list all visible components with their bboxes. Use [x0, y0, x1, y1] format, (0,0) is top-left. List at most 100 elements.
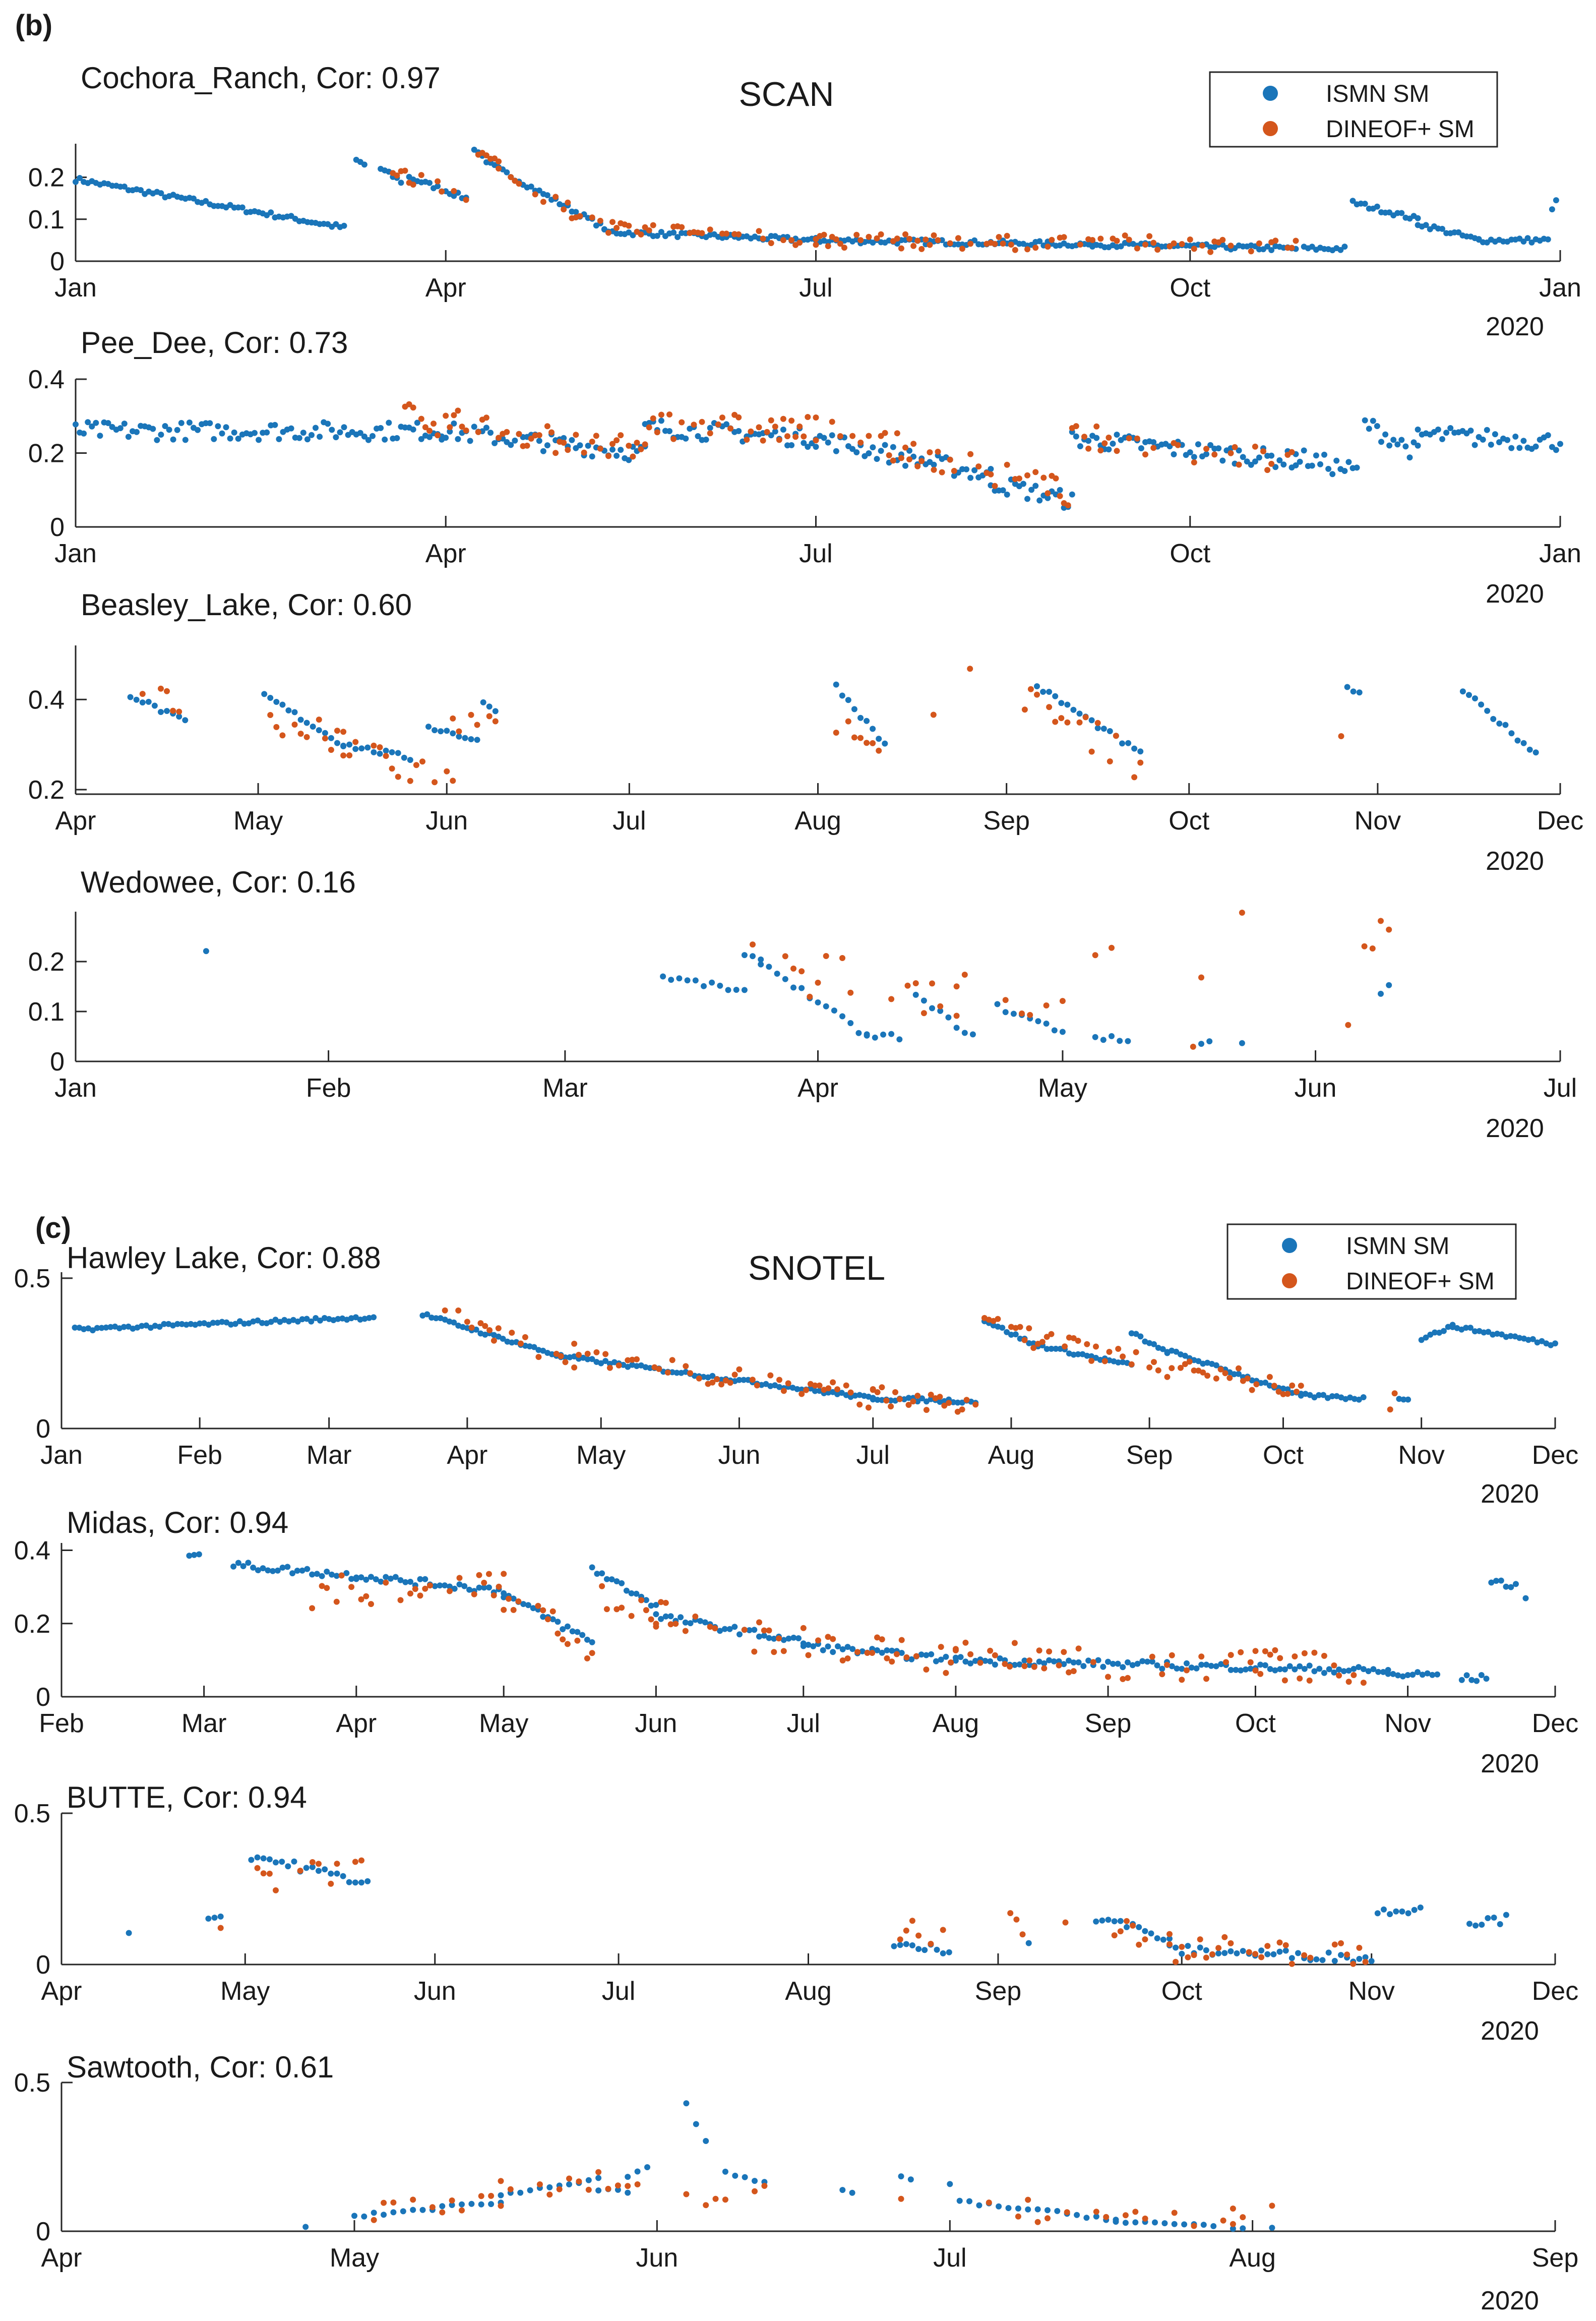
data-point — [1256, 240, 1262, 247]
data-point — [316, 1861, 322, 1867]
data-point — [1381, 1906, 1387, 1913]
data-point — [1356, 1664, 1362, 1671]
data-point — [1466, 1921, 1472, 1927]
data-point — [1019, 1010, 1025, 1017]
data-point — [1125, 1675, 1131, 1681]
data-point — [776, 1377, 782, 1383]
data-point — [1336, 1672, 1342, 1679]
data-point — [851, 706, 857, 712]
data-point — [1142, 451, 1148, 458]
data-point — [937, 1399, 943, 1405]
data-point — [750, 941, 756, 948]
data-point — [1122, 2212, 1129, 2219]
data-point — [870, 1386, 876, 1392]
data-point — [322, 730, 328, 736]
data-point — [1280, 1391, 1286, 1397]
data-point — [825, 1634, 831, 1640]
data-point — [1002, 1661, 1008, 1667]
data-point — [913, 1653, 919, 1659]
data-point — [1187, 449, 1193, 455]
data-point — [530, 1605, 536, 1612]
data-point — [256, 437, 262, 443]
data-point — [1222, 1370, 1229, 1377]
data-point — [1471, 442, 1478, 448]
data-point — [279, 701, 286, 708]
data-point — [756, 424, 762, 431]
data-point — [1015, 2205, 1021, 2212]
data-point — [830, 1379, 836, 1386]
data-point — [203, 198, 209, 204]
data-point — [602, 1358, 609, 1364]
data-point — [449, 2202, 455, 2208]
data-point — [471, 424, 477, 430]
data-point — [714, 1376, 720, 1383]
data-point — [1199, 243, 1205, 249]
data-point — [417, 1576, 423, 1582]
data-point — [712, 2195, 719, 2202]
data-point — [849, 433, 856, 439]
data-point — [937, 1007, 944, 1014]
data-point — [309, 1859, 316, 1865]
data-point — [536, 187, 542, 194]
data-point — [386, 420, 392, 426]
data-point — [1058, 700, 1065, 706]
data-point — [1184, 1660, 1190, 1667]
data-point — [1329, 471, 1336, 478]
data-point — [255, 1567, 261, 1574]
data-point — [1019, 1931, 1026, 1938]
data-point — [279, 1564, 286, 1571]
data-point — [1142, 242, 1148, 248]
data-point — [741, 1627, 748, 1633]
data-point — [1045, 2215, 1051, 2222]
data-point — [856, 1392, 863, 1398]
data-point — [1137, 748, 1144, 755]
x-tick-label: Sep — [1085, 1709, 1132, 1738]
data-point — [758, 961, 764, 968]
data-point — [309, 432, 315, 438]
section-label-c: (c) — [35, 1212, 71, 1244]
data-point — [1398, 210, 1405, 216]
data-point — [1126, 435, 1132, 442]
data-point — [1232, 444, 1238, 450]
data-point — [839, 955, 845, 961]
data-point — [618, 447, 624, 453]
data-point — [1301, 1665, 1308, 1672]
data-point — [957, 1654, 964, 1660]
data-point — [314, 1571, 320, 1577]
data-point — [333, 1598, 340, 1605]
data-point — [395, 750, 401, 756]
data-point — [1356, 1944, 1363, 1951]
data-point — [1100, 1037, 1107, 1043]
data-point — [712, 1625, 718, 1632]
data-point — [259, 1320, 265, 1326]
data-point — [605, 2185, 611, 2192]
data-point — [669, 1369, 676, 1376]
data-point — [897, 1942, 903, 1948]
data-point — [1114, 237, 1120, 244]
data-point — [273, 1859, 279, 1866]
data-point — [986, 2199, 992, 2206]
data-point — [1483, 1676, 1490, 1682]
data-point — [790, 965, 796, 972]
data-point — [329, 1571, 335, 1578]
data-point — [1034, 683, 1040, 689]
data-point — [585, 2177, 592, 2183]
data-point — [812, 1382, 818, 1389]
data-point — [1051, 1027, 1058, 1034]
data-point — [1122, 232, 1128, 239]
data-point — [918, 246, 925, 252]
data-point — [1106, 1349, 1113, 1355]
data-point — [1341, 468, 1348, 474]
data-point — [394, 172, 400, 178]
data-point — [337, 429, 343, 436]
data-point — [963, 1397, 970, 1403]
data-point — [1399, 1673, 1406, 1680]
data-point — [297, 1868, 303, 1874]
data-point — [1240, 2214, 1246, 2221]
data-point — [1198, 1041, 1204, 1047]
data-point — [467, 438, 473, 444]
data-point — [634, 1363, 640, 1370]
data-point — [606, 1364, 613, 1371]
data-point — [1240, 2225, 1246, 2232]
x-tick-label: Feb — [306, 1074, 351, 1103]
